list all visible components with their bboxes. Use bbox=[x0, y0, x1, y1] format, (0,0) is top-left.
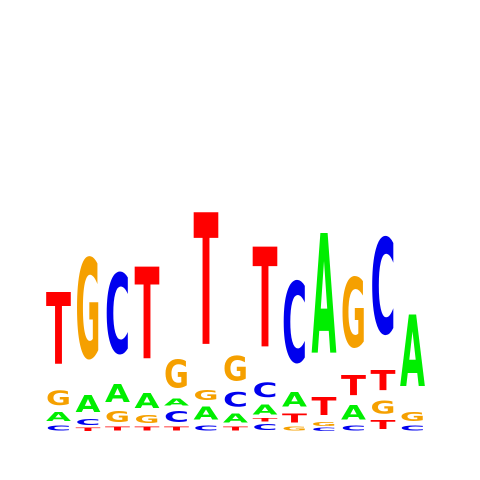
logo-letter-t: T bbox=[253, 418, 278, 423]
logo-letter-a: A bbox=[223, 411, 248, 426]
logo-letter-t: T bbox=[46, 272, 71, 387]
logo-letter-a: A bbox=[194, 404, 220, 424]
logo-letter-a: A bbox=[253, 402, 279, 418]
logo-letter-t: T bbox=[341, 370, 366, 402]
logo-letter-t: T bbox=[282, 412, 307, 426]
logo-letter-g: G bbox=[371, 397, 396, 418]
logo-letter-g: G bbox=[105, 408, 130, 426]
logo-letter-a: A bbox=[282, 389, 308, 411]
logo-letter-c: C bbox=[76, 418, 101, 428]
logo-letter-c: C bbox=[253, 379, 278, 402]
logo-letter-a: A bbox=[312, 200, 337, 391]
logo-letter-g: G bbox=[341, 258, 366, 370]
logo-letter-g: G bbox=[46, 387, 71, 410]
logo-letter-c: C bbox=[400, 424, 425, 432]
logo-letter-t: T bbox=[135, 426, 160, 432]
logo-letter-g: G bbox=[223, 349, 248, 389]
logo-letter-t: T bbox=[105, 426, 130, 432]
logo-letter-t: T bbox=[371, 418, 396, 432]
logo-letter-g: G bbox=[194, 387, 219, 403]
logo-letter-a: A bbox=[76, 391, 101, 418]
logo-letter-t: T bbox=[371, 365, 396, 397]
logo-letter-g: G bbox=[400, 410, 425, 424]
logo-letter-c: C bbox=[253, 422, 278, 432]
logo-letter-c: C bbox=[194, 424, 219, 432]
logo-letter-c: C bbox=[371, 211, 396, 364]
logo-letter-t: T bbox=[76, 427, 101, 432]
logo-letter-g: G bbox=[76, 232, 101, 391]
logo-letter-t: T bbox=[135, 242, 160, 389]
logo-letter-c: C bbox=[223, 389, 248, 412]
logo-letter-t: T bbox=[194, 176, 219, 387]
logo-letter-a: A bbox=[135, 390, 160, 414]
logo-letter-c: C bbox=[164, 409, 189, 426]
logo-letter-a: A bbox=[46, 409, 71, 424]
logo-letter-c: C bbox=[105, 253, 130, 380]
logo-letter-a: A bbox=[400, 296, 425, 410]
logo-letter-t: T bbox=[223, 426, 248, 432]
sequence-logo-letters: CAGTTCAGTGACTGATTCAGCAGTTACGCTACTGTACCGT… bbox=[46, 176, 425, 432]
logo-letter-t: T bbox=[253, 219, 278, 379]
logo-letter-c: C bbox=[312, 427, 337, 432]
logo-letter-a: A bbox=[164, 397, 190, 408]
logo-letter-c: C bbox=[341, 424, 366, 432]
logo-letter-g: G bbox=[312, 421, 337, 427]
logo-letter-a: A bbox=[105, 379, 131, 408]
logo-letter-g: G bbox=[282, 426, 307, 432]
logo-letter-a: A bbox=[341, 402, 367, 424]
logo-letter-t: T bbox=[312, 393, 338, 421]
logo-letter-g: G bbox=[164, 353, 189, 397]
logo-letter-t: T bbox=[164, 426, 189, 432]
logo-letter-g: G bbox=[135, 413, 160, 425]
logo-letter-c: C bbox=[282, 261, 307, 389]
logo-letter-c: C bbox=[46, 424, 71, 432]
